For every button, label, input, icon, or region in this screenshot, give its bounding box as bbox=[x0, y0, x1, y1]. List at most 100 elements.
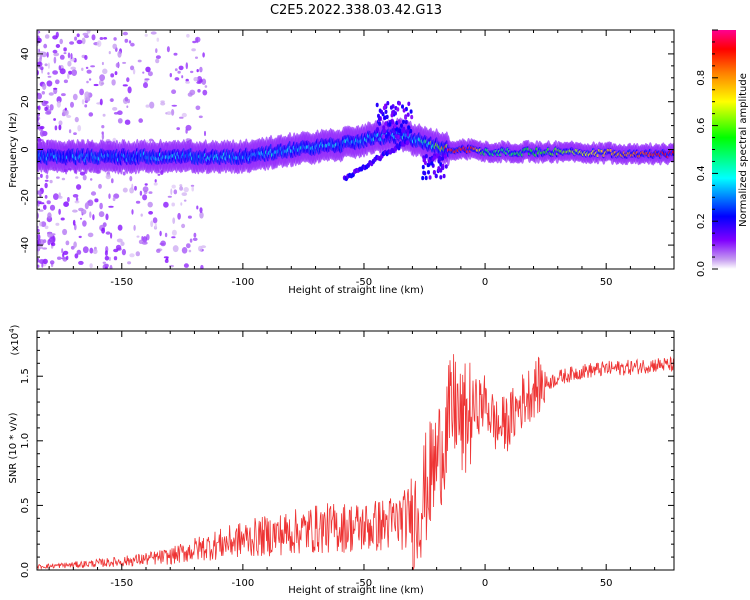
heatmap-cell bbox=[74, 253, 79, 259]
heatmap-cell bbox=[394, 111, 397, 116]
heatmap-cell bbox=[171, 184, 176, 189]
heatmap-cell bbox=[166, 111, 172, 115]
heatmap-cell bbox=[124, 119, 131, 125]
heatmap-cell bbox=[53, 118, 56, 121]
heatmap-cell bbox=[421, 175, 425, 181]
heatmap-cell bbox=[135, 251, 140, 257]
heatmap-cell bbox=[406, 128, 410, 134]
heatmap-cell bbox=[441, 152, 445, 157]
heatmap-cell bbox=[37, 264, 40, 268]
heatmap-cell bbox=[117, 118, 123, 124]
heatmap-cell bbox=[37, 105, 41, 111]
heatmap-cell bbox=[133, 224, 136, 231]
heatmap-cell bbox=[177, 70, 181, 74]
heatmap-cell bbox=[45, 174, 49, 179]
heatmap-cell bbox=[202, 52, 205, 58]
snr-y-multiplier: (x104) bbox=[8, 324, 21, 355]
heatmap-cell bbox=[395, 120, 399, 126]
heatmap-cell bbox=[165, 257, 169, 261]
heatmap-cell bbox=[61, 93, 66, 97]
heatmap-cell bbox=[101, 227, 105, 234]
colorbar-ticks: 0.0 0.2 0.4 0.6 0.8 bbox=[696, 29, 718, 277]
heatmap-cell bbox=[430, 161, 434, 166]
heatmap-cell bbox=[60, 217, 65, 221]
heatmap-cell bbox=[73, 241, 77, 248]
heatmap-cell bbox=[398, 101, 401, 106]
heatmap-cell bbox=[66, 115, 72, 118]
heatmap-cell bbox=[47, 232, 53, 238]
heatmap-cell bbox=[191, 186, 194, 192]
heatmap-cell bbox=[67, 52, 71, 59]
heatmap-cell bbox=[84, 91, 90, 99]
heatmap-cell bbox=[179, 116, 184, 119]
heatmap-cell bbox=[44, 195, 48, 199]
heatmap-cell bbox=[439, 168, 443, 173]
heatmap-cell bbox=[66, 255, 69, 260]
figure-title: C2E5.2022.338.03.42.G13 bbox=[270, 3, 442, 18]
heatmap-cell bbox=[404, 106, 408, 112]
heatmap-cell bbox=[117, 50, 122, 58]
heatmap-cell bbox=[72, 93, 78, 101]
heatmap-cell bbox=[200, 264, 204, 269]
heatmap-cell bbox=[63, 47, 67, 52]
heatmap-cell bbox=[104, 266, 108, 269]
heatmap-cell bbox=[131, 183, 134, 191]
heatmap-cell bbox=[132, 68, 136, 75]
heatmap-cell bbox=[427, 162, 431, 167]
heatmap-cell bbox=[145, 66, 151, 73]
heatmap-cell bbox=[164, 259, 169, 263]
heatmap-cell bbox=[37, 233, 41, 240]
heatmap-cell bbox=[139, 190, 143, 196]
heatmap-cell bbox=[384, 109, 388, 115]
heatmap-cell bbox=[196, 69, 199, 73]
heatmap-cell bbox=[424, 175, 428, 181]
y-tick-label: 40 bbox=[20, 48, 31, 61]
heatmap-cell bbox=[78, 235, 82, 239]
heatmap-cell bbox=[145, 140, 151, 143]
heatmap-cell bbox=[113, 112, 119, 115]
heatmap-cell bbox=[404, 115, 408, 120]
heatmap-cell bbox=[58, 120, 63, 126]
heatmap-cell bbox=[56, 176, 60, 179]
heatmap-cell bbox=[171, 236, 176, 239]
colorbar-tick-label: 0.2 bbox=[696, 213, 707, 229]
heatmap-cell bbox=[121, 248, 126, 256]
heatmap-cell bbox=[185, 78, 189, 82]
heatmap-cell bbox=[63, 52, 67, 55]
snr-y-multiplier-base: (x10 bbox=[10, 333, 21, 356]
heatmap-cell bbox=[90, 178, 93, 181]
heatmap-cell bbox=[39, 130, 45, 137]
heatmap-cell bbox=[149, 138, 154, 142]
heatmap-cell bbox=[204, 130, 206, 137]
heatmap-cell bbox=[89, 263, 93, 269]
heatmap-cell bbox=[58, 65, 61, 71]
heatmap-cell bbox=[141, 236, 144, 241]
heatmap-cell bbox=[79, 171, 86, 176]
heatmap-cell bbox=[82, 220, 87, 227]
heatmap-cell bbox=[108, 193, 111, 199]
heatmap-cell bbox=[164, 232, 168, 238]
heatmap-cell bbox=[101, 125, 105, 129]
heatmap-cell bbox=[90, 191, 97, 196]
spectrogram-y-label: Frequency (Hz) bbox=[8, 112, 19, 188]
heatmap-cell bbox=[76, 249, 82, 255]
heatmap-cell bbox=[196, 205, 199, 210]
spectrogram-heatmap bbox=[37, 30, 674, 269]
heatmap-cell bbox=[441, 156, 445, 161]
heatmap-cell bbox=[47, 62, 51, 69]
heatmap-cell bbox=[149, 101, 155, 109]
heatmap-cell bbox=[130, 65, 135, 71]
heatmap-cell bbox=[147, 71, 153, 77]
heatmap-cell bbox=[138, 118, 143, 123]
heatmap-cell bbox=[39, 202, 45, 205]
heatmap-cell bbox=[127, 86, 132, 94]
heatmap-cell bbox=[157, 173, 161, 176]
heatmap-cell bbox=[61, 177, 66, 181]
heatmap-cell bbox=[397, 119, 401, 124]
heatmap-cell bbox=[37, 92, 42, 100]
heatmap-cell bbox=[186, 243, 191, 249]
heatmap-cell bbox=[68, 129, 72, 134]
heatmap-cell bbox=[68, 70, 73, 75]
heatmap-cell bbox=[122, 171, 126, 176]
heatmap-cell bbox=[409, 109, 413, 114]
